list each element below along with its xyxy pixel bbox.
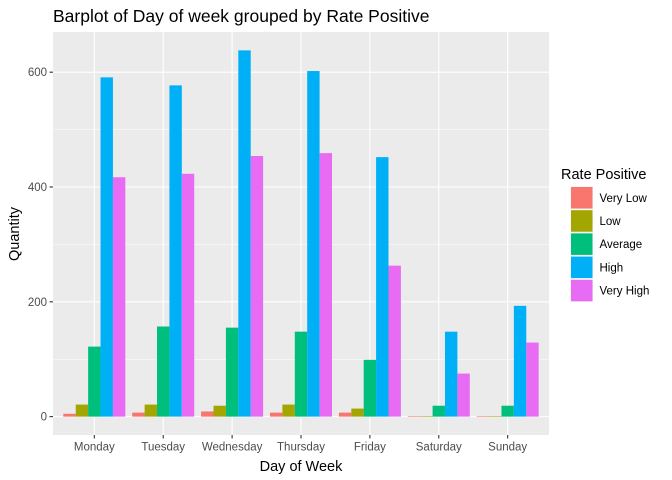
chart-title: Barplot of Day of week grouped by Rate P… xyxy=(53,6,429,26)
bar-very-low-sunday xyxy=(476,416,490,417)
x-tick-label: Saturday xyxy=(416,442,462,454)
bar-low-friday xyxy=(351,408,364,417)
legend-label: Low xyxy=(600,216,622,228)
y-tick-label: 400 xyxy=(28,182,47,194)
legend-label: Average xyxy=(600,239,643,251)
x-tick-label: Friday xyxy=(354,442,386,454)
bar-high-sunday xyxy=(513,305,527,417)
y-axis-title: Quantity xyxy=(7,206,23,261)
bar-high-wednesday xyxy=(238,50,251,417)
x-tick-label: Tuesday xyxy=(141,442,185,454)
bar-average-wednesday xyxy=(225,327,239,417)
bar-very-low-saturday xyxy=(407,416,421,417)
bar-high-monday xyxy=(100,77,113,417)
x-tick-label: Sunday xyxy=(488,442,527,454)
legend-label: High xyxy=(600,262,624,274)
bar-high-friday xyxy=(376,157,389,417)
bar-very-high-saturday xyxy=(457,373,470,417)
bar-average-thursday xyxy=(294,331,308,417)
bar-high-tuesday xyxy=(169,85,182,417)
legend-label: Very Low xyxy=(600,193,648,205)
legend-item: Very Low xyxy=(570,186,648,209)
y-axis: 0 200 400 600 xyxy=(28,67,53,424)
legend: Rate Positive Very LowLowAverageHighVery… xyxy=(561,167,649,302)
bars xyxy=(63,50,539,417)
bar-average-friday xyxy=(363,359,377,417)
bar-very-low-wednesday xyxy=(201,411,214,417)
bar-low-thursday xyxy=(282,404,295,417)
bar-very-low-thursday xyxy=(270,412,283,417)
bar-very-high-tuesday xyxy=(181,173,195,417)
bar-low-saturday xyxy=(420,416,433,417)
legend-item: High xyxy=(570,256,624,279)
legend-key-high xyxy=(571,256,593,279)
bar-very-low-monday xyxy=(63,413,76,417)
y-tick-label: 0 xyxy=(41,412,47,424)
x-tick-label: Wednesday xyxy=(202,442,263,454)
legend-title: Rate Positive xyxy=(561,167,646,183)
x-tick-label: Monday xyxy=(74,442,115,454)
bar-average-monday xyxy=(88,346,101,417)
bar-average-tuesday xyxy=(157,326,170,417)
bar-very-low-tuesday xyxy=(132,412,145,417)
x-axis: Monday Tuesday Wednesday Thursday Friday Satu… xyxy=(74,435,527,454)
legend-key-average xyxy=(571,233,593,255)
bar-high-thursday xyxy=(307,71,320,417)
x-axis-title: Day of Week xyxy=(260,459,343,475)
bar-low-wednesday xyxy=(213,405,226,417)
bar-low-sunday xyxy=(489,416,502,417)
legend-label: Very High xyxy=(600,286,650,298)
bar-average-saturday xyxy=(432,405,445,417)
bar-low-monday xyxy=(75,404,89,417)
legend-item: Average xyxy=(570,232,643,256)
legend-item: Very High xyxy=(570,279,650,302)
bar-average-sunday xyxy=(501,405,514,417)
bar-very-high-thursday xyxy=(319,153,332,417)
legend-key-very-high xyxy=(571,279,593,302)
legend-key-low xyxy=(571,210,593,232)
bar-very-high-monday xyxy=(112,177,126,417)
x-tick-label: Thursday xyxy=(277,442,325,454)
bar-very-low-friday xyxy=(338,412,352,417)
bar-very-high-friday xyxy=(388,265,401,417)
legend-item: Low xyxy=(570,209,622,233)
bar-very-high-wednesday xyxy=(250,156,264,417)
y-tick-label: 600 xyxy=(28,67,47,79)
y-tick-label: 200 xyxy=(28,297,47,309)
legend-items: Very Low Low Average High Very High xyxy=(570,186,650,302)
bar-very-high-sunday xyxy=(526,342,539,417)
bar-low-tuesday xyxy=(144,404,158,417)
legend-key-very-low xyxy=(571,187,593,209)
bar-high-saturday xyxy=(444,331,458,417)
